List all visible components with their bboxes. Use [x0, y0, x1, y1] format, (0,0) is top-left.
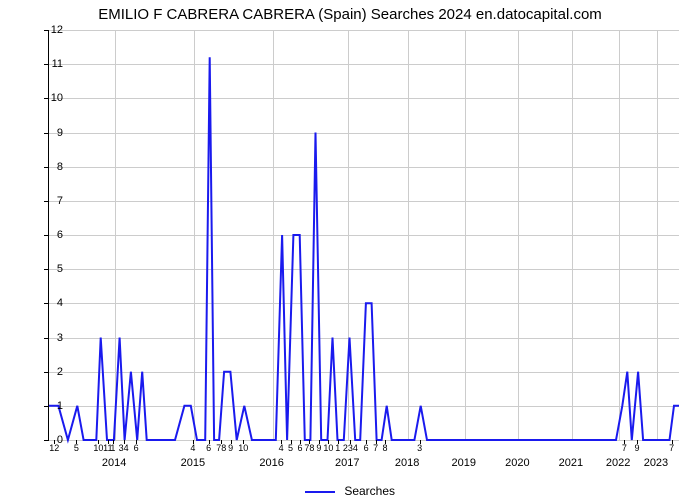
xtick-mark	[54, 440, 55, 444]
xtick-month-label: 5	[74, 443, 79, 453]
xtick-month-label: 10	[238, 443, 248, 453]
xtick-mark	[672, 440, 673, 444]
xtick-month-label: 7	[373, 443, 378, 453]
chart-title: EMILIO F CABRERA CABRERA (Spain) Searche…	[0, 6, 700, 23]
xtick-mark	[300, 440, 301, 444]
ytick-mark	[44, 98, 48, 99]
ytick-label: 2	[57, 366, 63, 378]
ytick-mark	[44, 338, 48, 339]
ytick-mark	[44, 303, 48, 304]
xtick-year-label: 2018	[395, 457, 419, 469]
legend-swatch	[305, 491, 335, 493]
xtick-month-label: 6	[206, 443, 211, 453]
xtick-month-label: 34	[119, 443, 129, 453]
xtick-year-label: 2023	[644, 457, 668, 469]
xtick-month-label: 6	[297, 443, 302, 453]
xtick-month-label: 6	[134, 443, 139, 453]
xtick-mark	[350, 440, 351, 444]
xtick-mark	[291, 440, 292, 444]
xtick-year-label: 2014	[102, 457, 126, 469]
xtick-month-label: 10	[323, 443, 333, 453]
xtick-month-label: 7	[669, 443, 674, 453]
ytick-label: 7	[57, 195, 63, 207]
xtick-month-label: 1	[335, 443, 340, 453]
xtick-month-label: 4	[190, 443, 195, 453]
ytick-mark	[44, 167, 48, 168]
xtick-mark	[209, 440, 210, 444]
xtick-mark	[385, 440, 386, 444]
ytick-mark	[44, 64, 48, 65]
xtick-mark	[231, 440, 232, 444]
ytick-label: 1	[57, 400, 63, 412]
ytick-mark	[44, 201, 48, 202]
xtick-month-label: 78	[216, 443, 226, 453]
xtick-year-label: 2016	[259, 457, 283, 469]
xtick-mark	[624, 440, 625, 444]
ytick-label: 3	[57, 332, 63, 344]
xtick-mark	[243, 440, 244, 444]
ytick-label: 10	[51, 92, 63, 104]
xtick-mark	[113, 440, 114, 444]
legend: Searches	[0, 484, 700, 498]
xtick-mark	[309, 440, 310, 444]
xtick-mark	[108, 440, 109, 444]
xtick-month-label: 8	[383, 443, 388, 453]
xtick-month-label: 12	[49, 443, 59, 453]
xtick-month-label: 3	[417, 443, 422, 453]
xtick-year-label: 2022	[606, 457, 630, 469]
xtick-month-label: 1	[110, 443, 115, 453]
xtick-mark	[76, 440, 77, 444]
xtick-mark	[376, 440, 377, 444]
ytick-label: 9	[57, 127, 63, 139]
xtick-mark	[420, 440, 421, 444]
xtick-month-label: 5	[288, 443, 293, 453]
xtick-month-label: 9	[635, 443, 640, 453]
legend-label: Searches	[344, 484, 395, 498]
plot-area	[48, 30, 679, 441]
ytick-label: 12	[51, 24, 63, 36]
xtick-mark	[193, 440, 194, 444]
ytick-label: 11	[52, 58, 63, 70]
ytick-label: 6	[57, 229, 63, 241]
series-line	[49, 30, 679, 440]
xtick-month-label: 234	[343, 443, 358, 453]
ytick-mark	[44, 235, 48, 236]
searches-line-chart: EMILIO F CABRERA CABRERA (Spain) Searche…	[0, 0, 700, 500]
ytick-mark	[44, 372, 48, 373]
ytick-label: 4	[57, 297, 63, 309]
xtick-month-label: 4	[279, 443, 284, 453]
xtick-month-label: 10	[93, 443, 103, 453]
ytick-mark	[44, 406, 48, 407]
xtick-year-label: 2021	[559, 457, 583, 469]
xtick-mark	[221, 440, 222, 444]
xtick-month-label: 9	[228, 443, 233, 453]
ytick-label: 5	[57, 263, 63, 275]
xtick-mark	[338, 440, 339, 444]
ytick-mark	[44, 133, 48, 134]
xtick-mark	[124, 440, 125, 444]
xtick-year-label: 2019	[452, 457, 476, 469]
xtick-mark	[637, 440, 638, 444]
ytick-mark	[44, 269, 48, 270]
xtick-year-label: 2020	[505, 457, 529, 469]
xtick-month-label: 9	[316, 443, 321, 453]
xtick-mark	[136, 440, 137, 444]
ytick-mark	[44, 440, 48, 441]
xtick-year-label: 2017	[335, 457, 359, 469]
ytick-label: 8	[57, 161, 63, 173]
xtick-month-label: 6	[364, 443, 369, 453]
xtick-mark	[98, 440, 99, 444]
xtick-mark	[319, 440, 320, 444]
xtick-mark	[366, 440, 367, 444]
xtick-year-label: 2015	[181, 457, 205, 469]
xtick-month-label: 7	[622, 443, 627, 453]
ytick-mark	[44, 30, 48, 31]
xtick-month-label: 78	[304, 443, 314, 453]
xtick-mark	[328, 440, 329, 444]
xtick-mark	[281, 440, 282, 444]
